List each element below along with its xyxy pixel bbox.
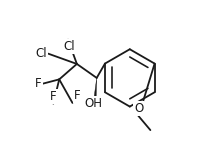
Polygon shape [93,78,97,105]
Text: F: F [50,90,57,103]
Text: Cl: Cl [36,47,48,60]
Text: Cl: Cl [63,40,75,53]
Text: F: F [35,77,42,90]
Text: O: O [134,102,143,115]
Text: F: F [74,89,80,102]
Text: OH: OH [85,97,103,110]
